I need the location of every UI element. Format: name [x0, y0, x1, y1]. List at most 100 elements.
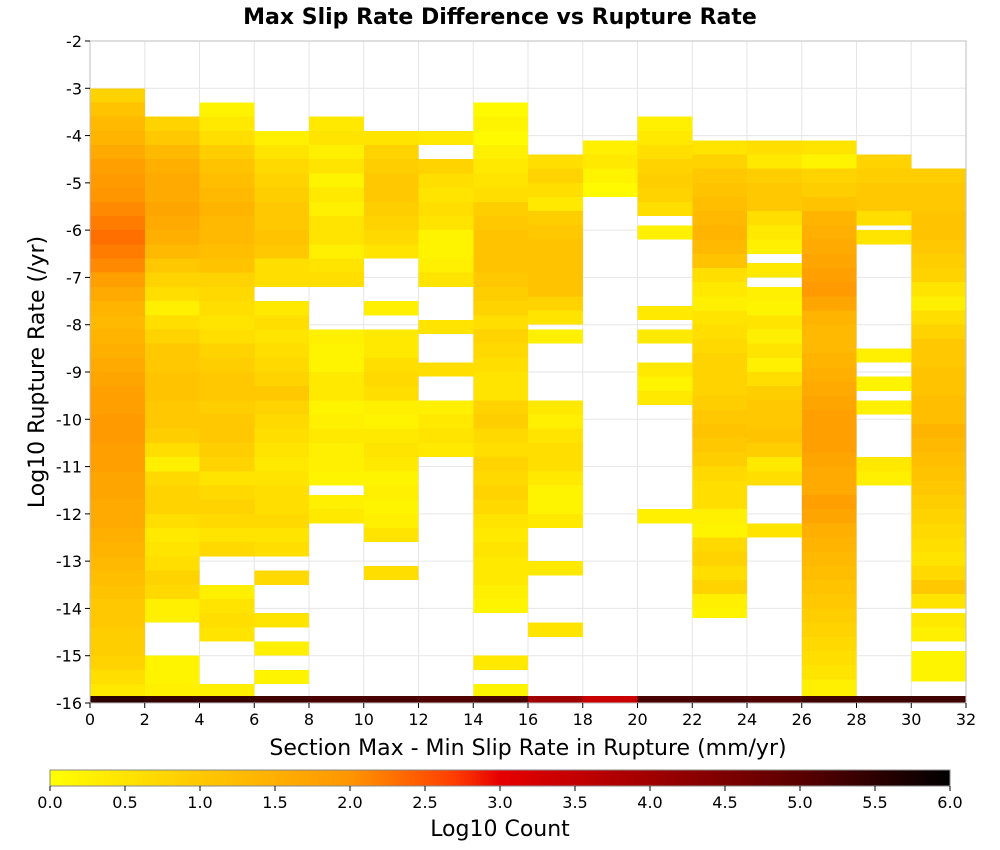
- heatmap-cell: [473, 400, 528, 415]
- colorbar-ticks: 0.0 0.5 1.0 1.5 2.0 2.5 3.0 3.5 4.0 4.5 5.0 5.5 6.0: [37, 786, 963, 812]
- heatmap-cell: [911, 695, 966, 703]
- heatmap-cell: [911, 480, 966, 495]
- heatmap-cell: [90, 102, 145, 117]
- y-axis-title: Log10 Rupture Rate (/yr): [25, 236, 50, 508]
- heatmap-cell: [90, 201, 145, 216]
- heatmap-cell: [801, 367, 857, 382]
- heatmap-cell: [801, 565, 857, 581]
- heatmap-cell: [801, 695, 857, 703]
- heatmap-cell: [254, 471, 309, 486]
- heatmap-cell: [911, 395, 966, 410]
- heatmap-cell: [144, 528, 200, 543]
- heatmap-cell: [309, 494, 364, 510]
- heatmap-cell: [199, 130, 255, 146]
- heatmap-cell: [90, 88, 145, 103]
- heatmap-cell: [418, 130, 474, 146]
- heatmap-cell: [637, 173, 693, 188]
- heatmap-cell: [363, 329, 419, 344]
- heatmap-cell: [911, 650, 966, 666]
- heatmap-cell: [801, 324, 857, 339]
- heatmap-cell: [692, 211, 747, 226]
- heatmap-cell: [363, 485, 419, 500]
- heatmap-cell: [801, 679, 857, 696]
- heatmap-cell: [144, 499, 200, 514]
- heatmap-cell: [144, 570, 200, 585]
- heatmap-cell: [473, 414, 528, 429]
- heatmap-cell: [199, 230, 255, 245]
- heatmap-cell: [911, 551, 966, 566]
- x-tick-label: 28: [846, 710, 866, 729]
- heatmap-cell: [254, 457, 309, 472]
- heatmap-cell: [911, 296, 966, 311]
- heatmap-cell: [801, 480, 857, 495]
- heatmap-cell: [582, 140, 638, 155]
- heatmap-cell: [363, 565, 419, 581]
- heatmap-cell: [637, 695, 693, 703]
- heatmap-cell: [473, 598, 528, 614]
- heatmap-cell: [473, 386, 528, 401]
- heatmap-cell: [363, 442, 419, 458]
- heatmap-cell: [528, 471, 583, 486]
- heatmap-cell: [363, 343, 419, 358]
- heatmap-cell: [528, 400, 583, 415]
- x-tick-label: 26: [792, 710, 812, 729]
- heatmap-cell: [254, 428, 309, 443]
- heatmap-cell: [747, 442, 802, 458]
- heatmap-cell: [528, 457, 583, 472]
- heatmap-cell: [856, 695, 912, 703]
- heatmap-cell: [144, 372, 200, 387]
- heatmap-cell: [856, 400, 912, 415]
- heatmap-cell: [911, 424, 966, 439]
- heatmap-cell: [254, 357, 309, 372]
- heatmap-cell: [144, 272, 200, 287]
- heatmap-cell: [309, 187, 364, 202]
- heatmap-cell: [801, 211, 857, 226]
- heatmap-cell: [473, 187, 528, 202]
- y-tick-label: -7: [66, 268, 82, 287]
- heatmap-cell: [692, 225, 747, 240]
- heatmap-cell: [747, 329, 802, 344]
- heatmap-cell: [309, 471, 364, 486]
- heatmap-cell: [90, 655, 145, 670]
- heatmap-cell: [363, 414, 419, 429]
- heatmap-cell: [473, 428, 528, 443]
- heatmap-cell: [309, 442, 364, 458]
- heatmap-cell: [747, 695, 802, 703]
- heatmap-cell: [473, 655, 528, 670]
- heatmap-cell: [801, 494, 857, 510]
- heatmap-cell: [363, 428, 419, 443]
- heatmap-cell: [473, 286, 528, 302]
- heatmap-cell: [528, 695, 583, 703]
- heatmap-cell: [254, 570, 309, 585]
- heatmap-cell: [911, 367, 966, 382]
- heatmap-cell: [418, 400, 474, 415]
- heatmap-cell: [199, 315, 255, 330]
- heatmap-cell: [199, 357, 255, 372]
- heatmap-cell: [199, 457, 255, 472]
- heatmap-cell: [199, 400, 255, 415]
- heatmap-cell: [199, 695, 255, 703]
- heatmap-cell: [144, 329, 200, 344]
- heatmap-cell: [418, 201, 474, 216]
- heatmap-cell: [801, 509, 857, 524]
- colorbar-tick-label: 3.5: [562, 793, 587, 812]
- y-tick-label: -14: [56, 599, 82, 618]
- heatmap-cell: [801, 282, 857, 297]
- heatmap-cell: [90, 485, 145, 500]
- heatmap-cell: [801, 466, 857, 481]
- heatmap-cell: [144, 442, 200, 458]
- heatmap-cell: [363, 130, 419, 146]
- heatmap-cell: [363, 244, 419, 259]
- heatmap-cell: [90, 542, 145, 557]
- heatmap-cell: [473, 695, 528, 703]
- heatmap-cell: [199, 627, 255, 642]
- heatmap-cell: [692, 353, 747, 368]
- heatmap-cell: [528, 561, 583, 576]
- heatmap-cell: [254, 386, 309, 401]
- heatmap-cell: [90, 613, 145, 628]
- heatmap-cell: [801, 622, 857, 637]
- heatmap-cell: [90, 173, 145, 188]
- heatmap-cell: [309, 372, 364, 387]
- heatmap-cell: [144, 187, 200, 202]
